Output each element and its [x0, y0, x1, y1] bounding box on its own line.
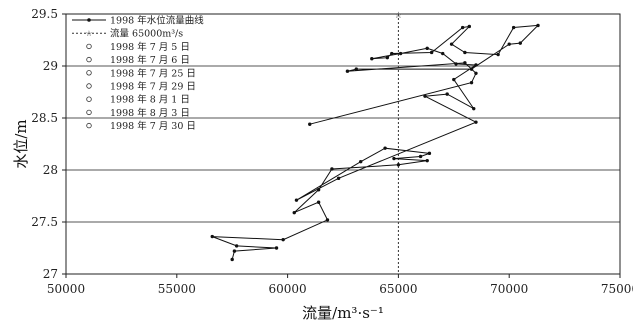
data-point — [427, 151, 432, 156]
data-point — [452, 77, 456, 82]
data-point — [463, 50, 467, 55]
data-point — [396, 163, 401, 167]
data-point — [294, 198, 299, 202]
legend-swatch-circle — [86, 56, 92, 63]
legend-label: 流量 65000m³/s — [110, 28, 183, 40]
data-point — [474, 63, 478, 67]
data-point — [325, 218, 330, 222]
x-tick-label: 65000 — [379, 282, 417, 296]
y-axis-title: 水位/m — [12, 119, 30, 168]
y-tick-label: 28.5 — [31, 111, 58, 125]
data-point — [292, 210, 296, 215]
legend-label: 1998 年 7 月 6 日 — [110, 54, 190, 66]
data-point — [536, 23, 540, 28]
data-point — [308, 122, 312, 126]
legend-swatch-circle — [86, 70, 92, 76]
legend-swatch-circle — [86, 122, 92, 129]
data-point — [354, 67, 358, 71]
data-point — [460, 25, 465, 30]
legend-label: 1998 年 7 月 30 日 — [110, 120, 196, 132]
x-tick-label: 50000 — [47, 282, 85, 296]
data-point — [274, 246, 279, 250]
legend-label: 1998 年 7 月 25 日 — [110, 67, 196, 79]
legend-swatch-star: ☆ — [85, 29, 92, 38]
plot-frame — [65, 13, 621, 275]
data-point — [507, 42, 511, 46]
data-point — [425, 46, 429, 51]
data-point — [511, 25, 516, 30]
data-point — [230, 257, 234, 262]
data-point — [454, 62, 458, 66]
legend-label: 1998 年 7 月 5 日 — [110, 41, 190, 53]
data-point — [392, 156, 396, 161]
data-point — [330, 167, 334, 171]
legend-swatch-circle — [86, 96, 92, 102]
data-point — [316, 200, 321, 204]
data-point — [383, 146, 387, 150]
data-point — [370, 57, 374, 61]
data-point — [281, 237, 285, 242]
legend-swatch-dot — [87, 18, 91, 22]
data-point — [518, 41, 522, 45]
reference-line-marker: ☆ — [394, 11, 402, 21]
legend-swatch-circle — [86, 109, 92, 116]
data-point — [234, 244, 239, 248]
data-point — [474, 120, 478, 124]
y-tick-label: 29.5 — [31, 7, 58, 21]
data-point — [467, 24, 472, 29]
data-point — [232, 249, 237, 253]
y-tick-label: 28 — [43, 163, 58, 177]
legend-label: 1998 年水位流量曲线 — [110, 15, 204, 27]
data-point — [210, 234, 214, 239]
y-tick-label: 27 — [43, 267, 58, 281]
x-axis-title: 流量/m³·s⁻¹ — [302, 304, 384, 322]
data-point — [423, 94, 427, 98]
data-point — [425, 158, 429, 163]
x-tick-label: 75000 — [601, 282, 633, 296]
y-tick-label: 27.5 — [31, 215, 58, 229]
data-point — [469, 67, 474, 71]
data-point — [359, 159, 363, 164]
series-line — [212, 24, 540, 260]
data-point — [472, 106, 476, 111]
data-point — [445, 92, 449, 96]
x-tick-label: 60000 — [269, 282, 307, 296]
data-point — [496, 52, 500, 57]
x-tick-label: 70000 — [490, 282, 528, 296]
legend-label: 1998 年 8 月 1 日 — [110, 94, 190, 106]
data-point — [429, 50, 434, 55]
data-point — [316, 188, 321, 192]
data-point — [398, 51, 403, 56]
legend-swatch-circle — [86, 43, 92, 50]
y-tick-label: 29 — [43, 59, 58, 73]
legend-label: 1998 年 8 月 3 日 — [110, 107, 190, 119]
legend-label: 1998 年 7 月 29 日 — [110, 81, 196, 93]
data-point — [418, 154, 423, 159]
data-point — [474, 71, 478, 75]
data-point — [449, 42, 454, 46]
data-point — [390, 51, 394, 56]
data-point — [385, 55, 390, 60]
data-point — [441, 51, 445, 56]
legend-swatch-circle — [86, 83, 92, 89]
data-point — [345, 69, 350, 73]
data-point — [336, 176, 341, 181]
data-point — [463, 61, 467, 65]
x-tick-label: 55000 — [158, 282, 196, 296]
data-point — [469, 80, 474, 85]
